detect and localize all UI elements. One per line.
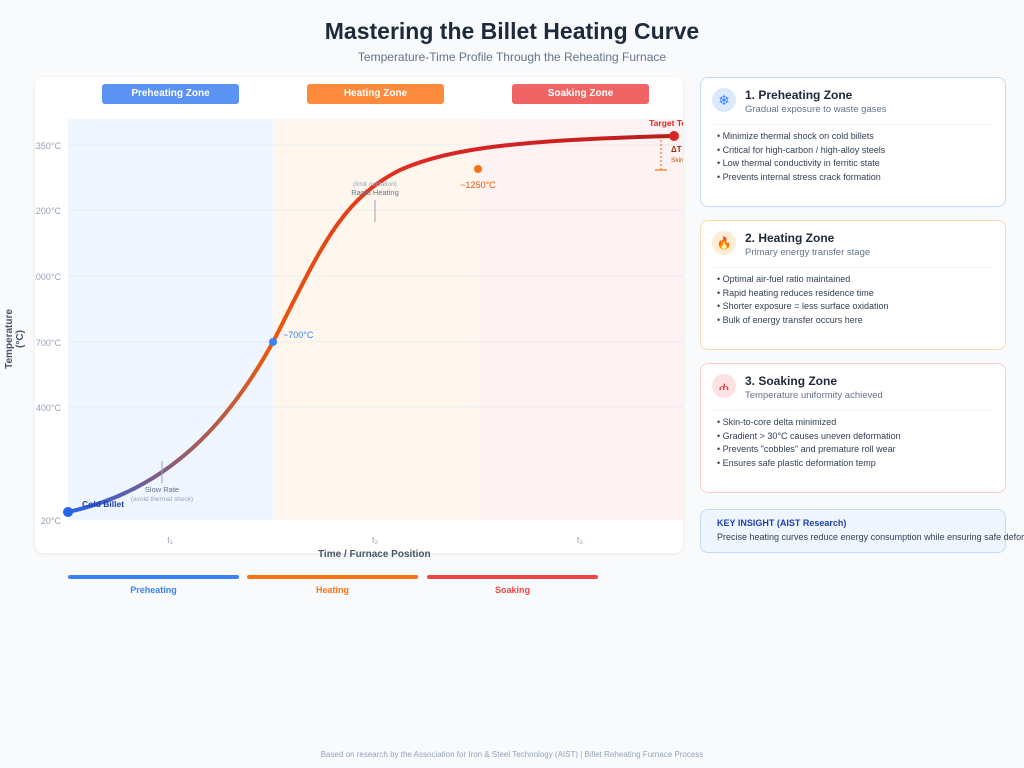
x-tick-label: t₁: [167, 535, 173, 545]
zone-band-0: [68, 119, 273, 520]
list-item: • Low thermal conductivity in ferritic s…: [717, 158, 880, 169]
data-point: [474, 165, 482, 173]
card-list: • Optimal air-fuel ratio maintained • Ra…: [717, 273, 889, 328]
list-item: • Bulk of energy transfer occurs here: [717, 315, 863, 326]
data-point: [269, 338, 277, 346]
list-item: • Rapid heating reduces residence time: [717, 287, 874, 298]
zone-pill-soaking: Soaking Zone: [512, 84, 649, 104]
list-item: • Shorter exposure = less surface oxidat…: [717, 301, 889, 312]
insight-title: KEY INSIGHT (AIST Research): [717, 518, 847, 528]
slow-rate-note: (avoid thermal shock): [131, 496, 193, 503]
legend-bar-preheating: [68, 575, 239, 579]
list-item: • Prevents "cobbles" and premature roll …: [717, 444, 896, 455]
legend-label-heating: Heating: [315, 585, 349, 595]
y-tick-label: 1200°C: [35, 206, 61, 216]
divider: [713, 267, 993, 268]
list-item: • Minimize thermal shock on cold billets: [717, 131, 874, 141]
list-item: • Critical for high-carbon / high-alloy …: [717, 144, 886, 155]
temperature-balance-icon: ሐ: [712, 374, 736, 398]
x-tick-label: t₂: [372, 535, 379, 545]
y-axis-label: Temperature (°C): [4, 309, 26, 369]
y-tick-label: 400°C: [36, 403, 62, 413]
delta-label: ΔT ≤ 30°C: [671, 145, 683, 154]
divider: [713, 410, 993, 411]
data-point: [669, 131, 679, 141]
y-tick-label: 1000°C: [35, 272, 61, 282]
list-item: • Prevents internal stress crack formati…: [717, 172, 881, 183]
legend-bar-heating: [247, 575, 418, 579]
rapid-heating-label: Rapid Heating: [351, 188, 399, 197]
card-title: 1. Preheating Zone: [745, 88, 853, 102]
data-point-label: Cold Billet: [82, 499, 124, 509]
zone-pill-preheating: Preheating Zone: [102, 84, 239, 104]
page-subtitle: Temperature-Time Profile Through the Reh…: [357, 50, 667, 64]
card-list: • Skin-to-core delta minimized • Gradien…: [717, 416, 901, 471]
card-subtitle: Temperature uniformity achieved: [745, 390, 883, 401]
rapid-heating-note: (limit oxidation): [353, 181, 397, 188]
preheating-zone-card: ❄ 1. Preheating Zone Gradual exposure to…: [700, 77, 1006, 207]
zone-pill-heating: Heating Zone: [307, 84, 444, 104]
chart-card: 20°C 400°C 700°C 1000°C 1200°C 1350°C t₁ t₂ t₃ Sl…: [35, 77, 683, 553]
list-item: • Ensures safe plastic deformation temp: [717, 458, 876, 469]
flame-icon: 🔥: [712, 231, 736, 255]
card-subtitle: Primary energy transfer stage: [745, 247, 871, 258]
legend-label-preheating: Preheating: [130, 585, 177, 595]
card-title: 2. Heating Zone: [745, 231, 835, 245]
y-tick-label: 20°C: [41, 516, 62, 526]
key-insight-box: KEY INSIGHT (AIST Research) Precise heat…: [700, 509, 1024, 553]
y-tick-label: 700°C: [36, 338, 62, 348]
divider: [713, 124, 993, 125]
x-tick-label: t₃: [577, 535, 584, 545]
heating-zone-card: 🔥 2. Heating Zone Primary energy transfe…: [700, 220, 1006, 350]
data-point-label: ~1250°C: [460, 180, 496, 190]
zone-band-2: [478, 119, 683, 520]
card-title: 3. Soaking Zone: [745, 374, 838, 388]
insight-text: Precise heating curves reduce energy con…: [717, 532, 1024, 542]
snowflake-icon: ❄: [712, 88, 736, 112]
legend-label-soaking: Soaking: [494, 585, 530, 595]
heating-curve: [66, 134, 675, 514]
list-item: • Optimal air-fuel ratio maintained: [717, 274, 851, 284]
delta-note: Skin-to-Core: [671, 157, 683, 164]
data-point-label: Target Temp: [649, 118, 683, 128]
data-point: [63, 507, 73, 517]
legend-bar-soaking: [427, 575, 598, 579]
data-point-label: ~700°C: [283, 330, 314, 340]
card-list: • Minimize thermal shock on cold billets…: [717, 130, 885, 185]
y-tick-label: 1350°C: [35, 141, 61, 151]
zone-band-1: [273, 119, 478, 520]
list-item: • Skin-to-core delta minimized: [717, 417, 837, 427]
card-subtitle: Gradual exposure to waste gases: [745, 104, 887, 115]
list-item: • Gradient > 30°C causes uneven deformat…: [717, 430, 901, 441]
footer: Based on research by the Association for…: [320, 750, 704, 759]
x-axis-label: Time / Furnace Position: [318, 549, 431, 560]
page-title: Mastering the Billet Heating Curve: [324, 18, 700, 44]
heating-curve-chart: 20°C 400°C 700°C 1000°C 1200°C 1350°C t₁ t₂ t₃ Sl…: [35, 118, 683, 545]
soaking-zone-card: ሐ 3. Soaking Zone Temperature uniformity…: [700, 363, 1006, 493]
slow-rate-label: Slow Rate: [145, 485, 179, 494]
